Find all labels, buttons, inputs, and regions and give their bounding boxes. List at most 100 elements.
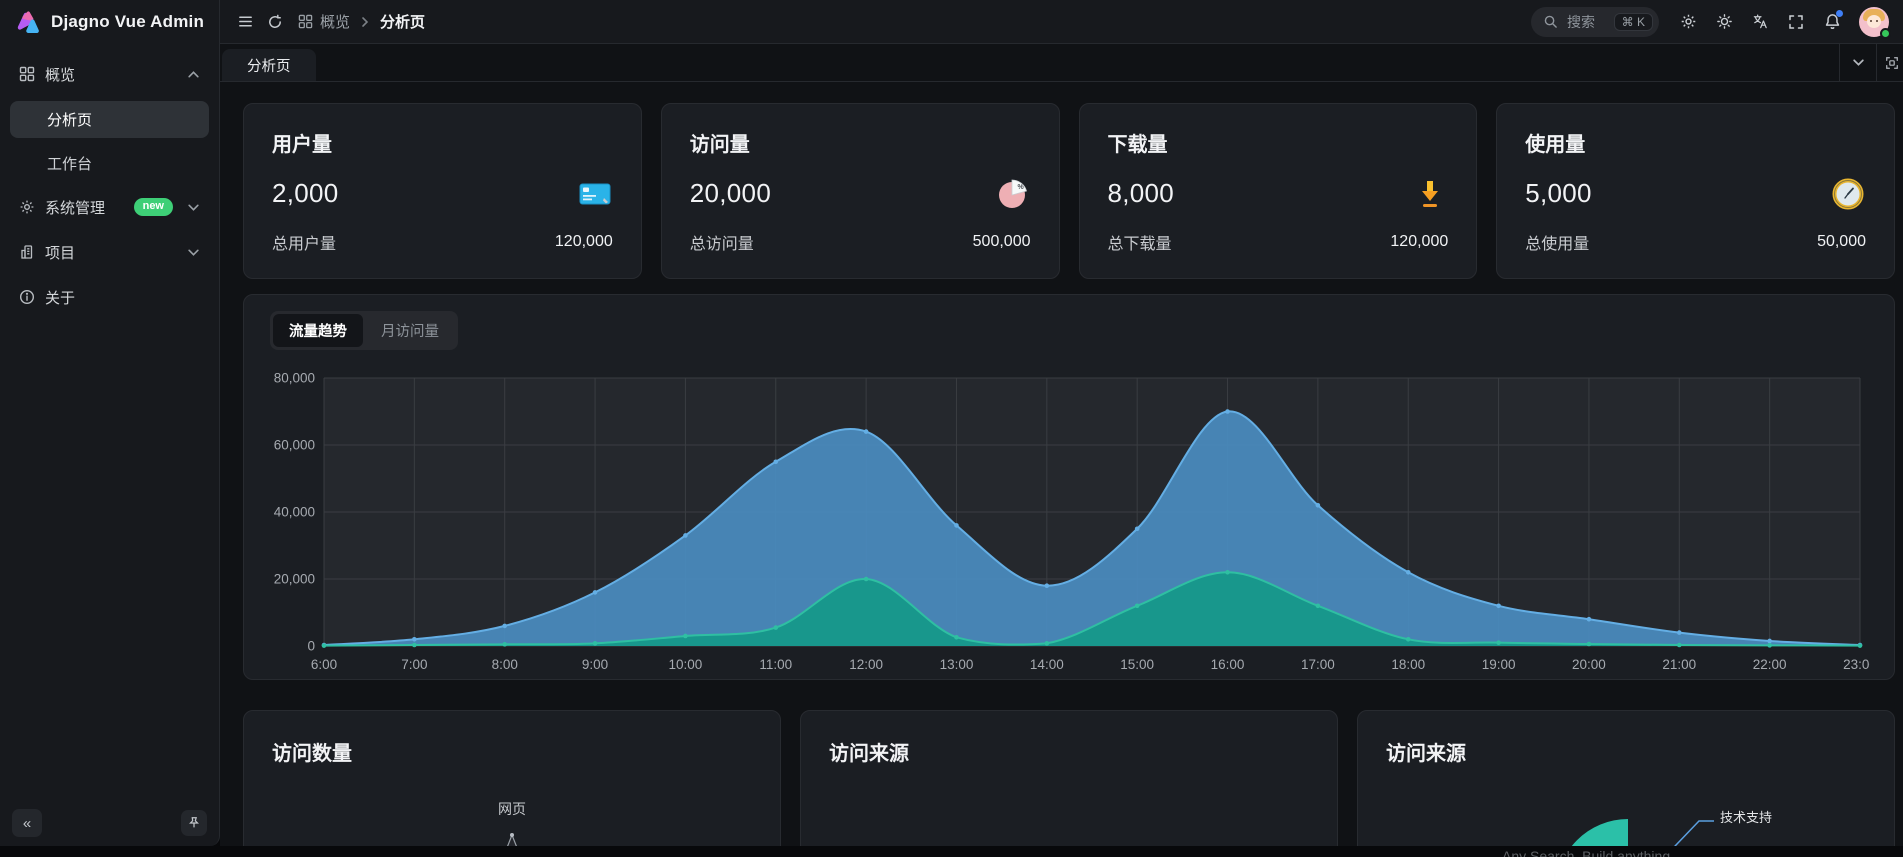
svg-text:23:00: 23:00 bbox=[1843, 657, 1870, 672]
clock-icon bbox=[1830, 177, 1866, 211]
sidebar-footer: « bbox=[12, 809, 207, 837]
breadcrumb-root[interactable]: 概览 bbox=[298, 11, 350, 32]
logo-row[interactable]: Djagno Vue Admin bbox=[0, 0, 219, 44]
main-content: 分析页 用户量 2,000 总用户量 120,000 访问量 20,000% 总访问量 500… bbox=[220, 44, 1903, 846]
tab-list-dropdown-button[interactable] bbox=[1840, 44, 1876, 81]
svg-text:7:00: 7:00 bbox=[401, 657, 427, 672]
sidebar: Djagno Vue Admin 概览分析页工作台系统管理 new 项目关于 « bbox=[0, 0, 220, 846]
tabbar: 分析页 bbox=[220, 44, 1903, 82]
chevron-down-icon bbox=[187, 246, 200, 259]
header: 概览 分析页 搜索 ⌘ K bbox=[220, 0, 1903, 44]
stat-footer-value: 120,000 bbox=[554, 233, 613, 250]
svg-text:12:00: 12:00 bbox=[849, 657, 883, 672]
sidebar-item-label: 系统管理 bbox=[45, 199, 106, 217]
stat-card-3: 使用量 5,000 总使用量 50,000 bbox=[1496, 103, 1895, 279]
grid-icon bbox=[19, 66, 35, 82]
stat-footer-label: 总使用量 bbox=[1525, 236, 1590, 253]
stat-footer-label: 总访问量 bbox=[689, 236, 754, 253]
trend-tab-1[interactable]: 月访问量 bbox=[381, 324, 439, 340]
notifications-button[interactable] bbox=[1817, 7, 1847, 37]
trend-tab-0[interactable]: 流量趋势 bbox=[273, 314, 363, 347]
chevron-up-icon bbox=[187, 68, 200, 81]
stat-card-0: 用户量 2,000 总用户量 120,000 bbox=[243, 103, 642, 279]
rose-chart-peek bbox=[974, 831, 1164, 846]
trend-chart-card: 流量趋势 月访问量 0 20,000 40,000 60,000 80,000 6:00 7:… bbox=[243, 294, 1895, 680]
stat-title: 用户量 bbox=[272, 134, 332, 156]
avatar-status-dot bbox=[1880, 27, 1891, 39]
refresh-icon bbox=[267, 14, 283, 30]
svg-text:14:00: 14:00 bbox=[1030, 657, 1064, 672]
breadcrumb-current: 分析页 bbox=[380, 14, 426, 31]
fullscreen-button[interactable] bbox=[1781, 7, 1811, 37]
stat-footer-value: 50,000 bbox=[1817, 233, 1866, 250]
stat-title: 访问量 bbox=[689, 134, 750, 156]
bell-icon bbox=[1824, 13, 1841, 30]
breadcrumb: 概览 分析页 bbox=[298, 11, 425, 32]
visit-source-rose-card: 访问来源 bbox=[800, 710, 1338, 846]
radar-chart-peek bbox=[480, 829, 544, 846]
card-title: 访问来源 bbox=[1386, 743, 1466, 765]
settings-button[interactable] bbox=[1673, 7, 1703, 37]
svg-text:20:00: 20:00 bbox=[1572, 657, 1606, 672]
translate-icon bbox=[1752, 13, 1769, 30]
tab-analysis[interactable]: 分析页 bbox=[222, 49, 316, 81]
stat-footer-label: 总下载量 bbox=[1107, 236, 1172, 253]
svg-text:15:00: 15:00 bbox=[1120, 657, 1154, 672]
svg-text:40,000: 40,000 bbox=[274, 505, 315, 520]
sidebar-item-3[interactable]: 关于 bbox=[10, 279, 209, 315]
grid-icon bbox=[298, 14, 313, 29]
stat-value: 5,000 bbox=[1525, 178, 1592, 208]
search-placeholder: 搜索 bbox=[1567, 13, 1595, 30]
stat-value: 8,000 bbox=[1107, 178, 1175, 208]
avatar-face bbox=[1867, 14, 1881, 28]
chevron-right-icon bbox=[359, 16, 371, 28]
stat-card-1: 访问量 20,000% 总访问量 500,000 bbox=[660, 103, 1060, 279]
stat-title: 下载量 bbox=[1107, 134, 1168, 156]
sidebar-item-1[interactable]: 系统管理 new bbox=[10, 189, 209, 225]
pie-callout-label: 技术支持 bbox=[1720, 810, 1773, 825]
radar-axis-label: 网页 bbox=[498, 801, 526, 817]
stat-card-row: 用户量 2,000 总用户量 120,000 访问量 20,000% 总访问量 500,000… bbox=[243, 103, 1895, 279]
stat-footer-value: 120,000 bbox=[1390, 233, 1449, 250]
settings-icon bbox=[1680, 13, 1697, 30]
avatar[interactable] bbox=[1859, 6, 1891, 39]
refresh-button[interactable] bbox=[260, 7, 290, 37]
language-button[interactable] bbox=[1745, 7, 1775, 37]
theme-sun-icon bbox=[1716, 13, 1733, 30]
download-icon bbox=[1412, 177, 1448, 211]
svg-text:8:00: 8:00 bbox=[492, 657, 518, 672]
svg-text:%: % bbox=[1017, 184, 1024, 191]
chevron-down-icon bbox=[187, 201, 200, 214]
theme-toggle-button[interactable] bbox=[1709, 7, 1739, 37]
pin-icon bbox=[187, 816, 201, 830]
card-title: 访问来源 bbox=[829, 743, 909, 765]
new-badge: new bbox=[133, 198, 173, 216]
svg-text:19:00: 19:00 bbox=[1482, 657, 1516, 672]
sidebar-item-2[interactable]: 项目 bbox=[10, 234, 209, 270]
trend-tabs: 流量趋势 月访问量 bbox=[270, 311, 458, 350]
sidebar-item-label: 关于 bbox=[45, 289, 76, 307]
svg-text:18:00: 18:00 bbox=[1391, 657, 1425, 672]
stat-title: 使用量 bbox=[1525, 134, 1586, 156]
search-input[interactable]: 搜索 ⌘ K bbox=[1531, 6, 1659, 37]
sidebar-collapse-button[interactable]: « bbox=[12, 809, 42, 837]
sidebar-subitem-0-0[interactable]: 分析页 bbox=[10, 101, 209, 138]
content-maximize-button[interactable] bbox=[1877, 44, 1903, 81]
gear-icon bbox=[19, 199, 35, 215]
svg-text:10:00: 10:00 bbox=[669, 657, 703, 672]
info-circle-icon bbox=[19, 289, 35, 305]
sidebar-menu: 概览分析页工作台系统管理 new 项目关于 bbox=[0, 44, 219, 315]
search-shortcut-kbd: ⌘ K bbox=[1613, 12, 1653, 31]
area-chart[interactable]: 0 20,000 40,000 60,000 80,000 6:00 7:00 8:00 9:0… bbox=[270, 360, 1870, 682]
sidebar-toggle-button[interactable] bbox=[230, 7, 260, 37]
building-icon bbox=[19, 244, 35, 260]
maximize-icon bbox=[1885, 56, 1899, 70]
visit-count-card: 访问数量 网页 bbox=[243, 710, 781, 846]
stat-footer-value: 500,000 bbox=[972, 233, 1031, 250]
sidebar-item-0[interactable]: 概览 bbox=[10, 56, 209, 92]
sidebar-subitem-0-1[interactable]: 工作台 bbox=[47, 156, 93, 173]
search-icon bbox=[1543, 14, 1558, 29]
svg-text:11:00: 11:00 bbox=[759, 657, 792, 672]
svg-text:21:00: 21:00 bbox=[1662, 657, 1696, 672]
sidebar-pin-button[interactable] bbox=[181, 810, 207, 836]
